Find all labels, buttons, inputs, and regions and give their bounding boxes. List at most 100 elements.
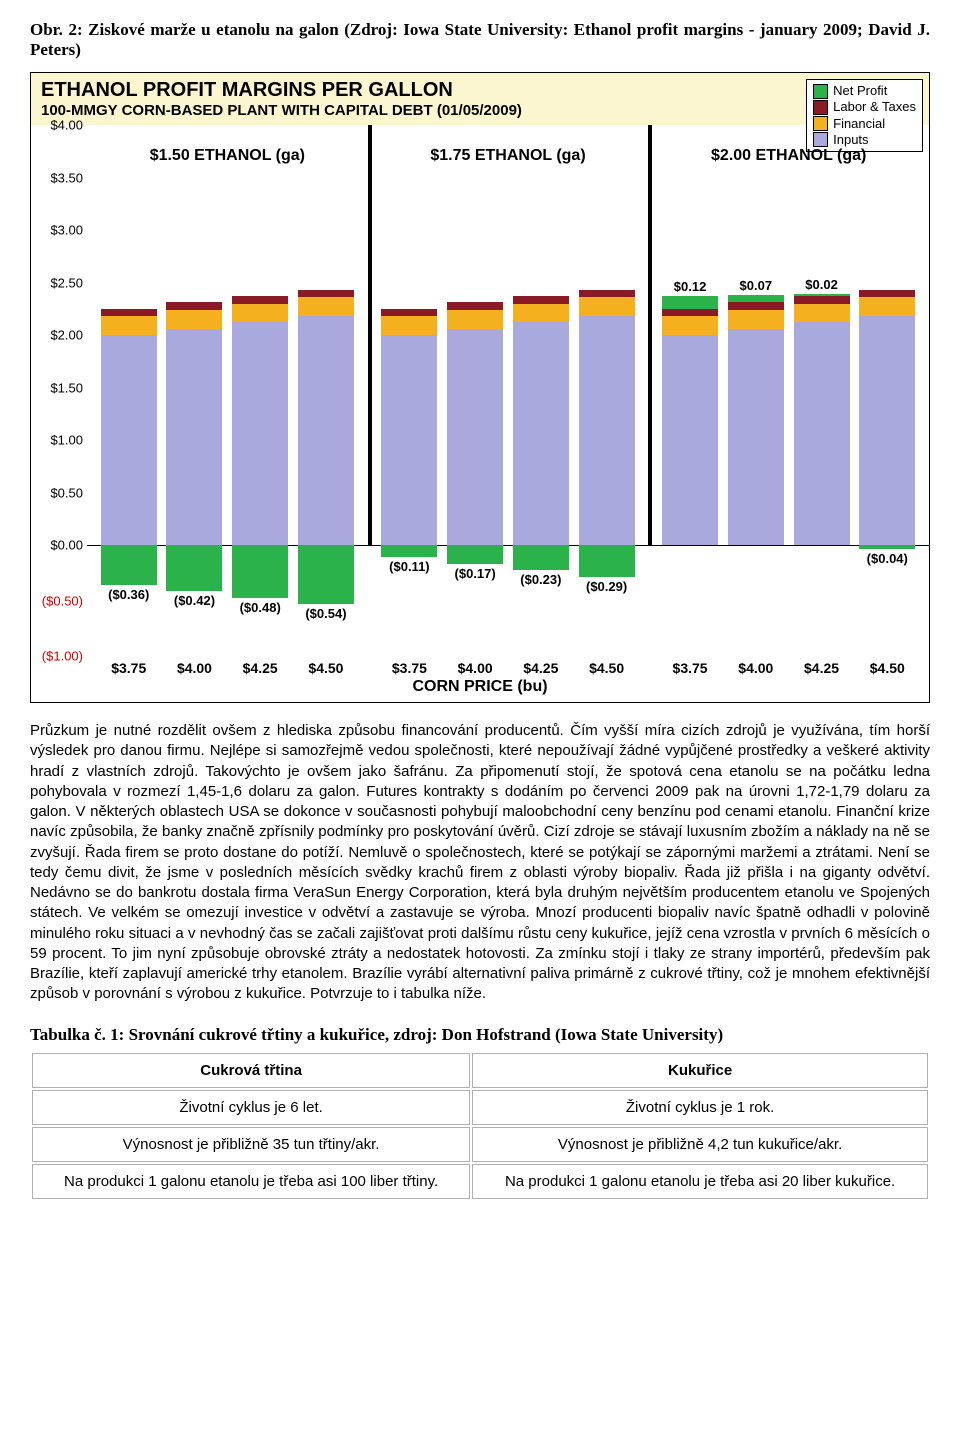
bar-column: $0.07 xyxy=(728,295,784,545)
x-tick-label: $4.00 xyxy=(166,660,222,676)
table-cell: Životní cyklus je 6 let. xyxy=(32,1090,470,1125)
bar-segment xyxy=(101,335,157,545)
x-tick-label: $4.50 xyxy=(579,660,635,676)
bar-segment xyxy=(662,335,718,545)
bar-segment xyxy=(166,329,222,545)
bar-segment xyxy=(166,310,222,329)
y-tick-label: $1.50 xyxy=(50,380,83,395)
bar-group: $1.50 ETHANOL (ga)($0.36)($0.42)($0.48)(… xyxy=(87,125,368,545)
chart-xaxis-label: CORN PRICE (bu) xyxy=(31,676,929,702)
group-title: $1.75 ETHANOL (ga) xyxy=(368,147,649,165)
chart-xaxis: $3.75 $4.00 $4.25 $4.50 $3.75 $4.00 $4.25 $4.50… xyxy=(31,656,929,676)
bar-segment xyxy=(513,296,569,303)
table-row: Na produkci 1 galonu etanolu je třeba as… xyxy=(32,1164,928,1199)
y-tick-label-neg: ($0.50) xyxy=(42,594,83,609)
y-tick-label: $2.00 xyxy=(50,328,83,343)
bar-column: ($0.29) xyxy=(579,290,635,545)
table-row: Výnosnost je přibližně 35 tun třtiny/akr… xyxy=(32,1127,928,1162)
x-tick-label: $4.50 xyxy=(859,660,915,676)
bar-segment xyxy=(381,309,437,316)
chart-header: ETHANOL PROFIT MARGINS PER GALLON 100-MM… xyxy=(31,73,929,125)
y-tick-label: $0.50 xyxy=(50,485,83,500)
chart-neg-plot xyxy=(87,546,929,656)
group-title: $2.00 ETHANOL (ga) xyxy=(648,147,929,165)
bar-segment xyxy=(794,322,850,545)
x-tick-label: $4.00 xyxy=(728,660,784,676)
chart-plot-area: $4.00$3.50$3.00$2.50$2.00$1.50$1.00$0.50… xyxy=(31,125,929,546)
table-cell: Výnosnost je přibližně 4,2 tun kukuřice/… xyxy=(472,1127,928,1162)
y-tick-label: $4.00 xyxy=(50,118,83,133)
x-tick-label: $4.00 xyxy=(447,660,503,676)
legend-item: Labor & Taxes xyxy=(813,99,916,115)
bar-segment xyxy=(381,316,437,335)
xaxis-group: $3.75 $4.00 $4.25 $4.50 xyxy=(648,656,929,676)
xaxis-group: $3.75$4.00$4.25$4.50 xyxy=(87,656,368,676)
table-cell: Na produkci 1 galonu etanolu je třeba as… xyxy=(32,1164,470,1199)
bar-segment xyxy=(447,329,503,545)
bar-column: ($0.36) xyxy=(101,309,157,545)
bar-value-label: $0.12 xyxy=(662,279,718,294)
bar-segment xyxy=(579,316,635,545)
bar-segment xyxy=(662,296,718,309)
bar-segment xyxy=(232,296,288,303)
x-tick-label: $3.75 xyxy=(101,660,157,676)
bar-column: ($0.54) xyxy=(298,290,354,545)
bar-segment xyxy=(728,295,784,302)
bar-segment xyxy=(298,316,354,545)
bar-segment xyxy=(579,290,635,297)
bar-group: $1.75 ETHANOL (ga)($0.11)($0.17)($0.23)(… xyxy=(368,125,649,545)
legend-item: Net Profit xyxy=(813,83,916,99)
figure-caption: Obr. 2: Ziskové marže u etanolu na galon… xyxy=(30,20,930,60)
comparison-table: Cukrová třtina Kukuřice Životní cyklus j… xyxy=(30,1051,930,1201)
bar-segment xyxy=(101,309,157,316)
table-caption: Tabulka č. 1: Srovnání cukrové třtiny a … xyxy=(30,1025,930,1045)
body-paragraph: Průzkum je nutné rozdělit ovšem z hledis… xyxy=(30,721,930,1005)
group-title: $1.50 ETHANOL (ga) xyxy=(87,147,368,165)
y-tick-label: $1.00 xyxy=(50,433,83,448)
chart-neg-area: ($0.50)($1.00) xyxy=(31,546,929,656)
bar-column: ($0.04) xyxy=(859,290,915,545)
bar-segment xyxy=(232,322,288,545)
xaxis-group: $3.75 $4.00 $4.25 $4.50 xyxy=(368,656,649,676)
x-tick-label: $4.25 xyxy=(794,660,850,676)
bar-column: ($0.11) xyxy=(381,309,437,545)
bar-segment xyxy=(859,290,915,297)
bar-segment xyxy=(513,322,569,545)
bar-segment xyxy=(859,297,915,316)
bar-segment xyxy=(728,302,784,309)
bar-value-label: $0.07 xyxy=(728,278,784,293)
x-tick-label: $4.25 xyxy=(232,660,288,676)
y-tick-label-neg: ($1.00) xyxy=(42,649,83,664)
chart-yaxis: $4.00$3.50$3.00$2.50$2.00$1.50$1.00$0.50… xyxy=(31,125,87,545)
bar-segment xyxy=(579,297,635,316)
bar-segment xyxy=(662,309,718,316)
table-cell: Životní cyklus je 1 rok. xyxy=(472,1090,928,1125)
bar-segment xyxy=(447,310,503,329)
table-row: Životní cyklus je 6 let.Životní cyklus j… xyxy=(32,1090,928,1125)
y-tick-label: $3.50 xyxy=(50,170,83,185)
chart-plot: $1.50 ETHANOL (ga)($0.36)($0.42)($0.48)(… xyxy=(87,125,929,546)
table-cell: Na produkci 1 galonu etanolu je třeba as… xyxy=(472,1164,928,1199)
table-cell: Výnosnost je přibližně 35 tun třtiny/akr… xyxy=(32,1127,470,1162)
bar-value-label: $0.02 xyxy=(794,277,850,292)
bar-segment xyxy=(794,304,850,323)
table-header: Cukrová třtina xyxy=(32,1053,470,1088)
chart-title: ETHANOL PROFIT MARGINS PER GALLON xyxy=(41,79,919,102)
bar-column: $0.12 xyxy=(662,296,718,545)
x-tick-label: $3.75 xyxy=(662,660,718,676)
bar-segment xyxy=(381,335,437,545)
bar-column: ($0.17) xyxy=(447,302,503,545)
bar-segment xyxy=(859,316,915,545)
bar-segment xyxy=(447,302,503,309)
bar-segment xyxy=(298,290,354,297)
bar-segment xyxy=(794,296,850,303)
x-tick-label: $4.25 xyxy=(513,660,569,676)
bar-column: $0.02 xyxy=(794,294,850,545)
x-tick-label: $3.75 xyxy=(381,660,437,676)
bar-segment xyxy=(232,304,288,323)
chart-neg-yaxis: ($0.50)($1.00) xyxy=(31,546,87,656)
bar-segment xyxy=(101,316,157,335)
bar-segment xyxy=(166,302,222,309)
chart-container: ETHANOL PROFIT MARGINS PER GALLON 100-MM… xyxy=(30,72,930,703)
bar-column: ($0.42) xyxy=(166,302,222,545)
